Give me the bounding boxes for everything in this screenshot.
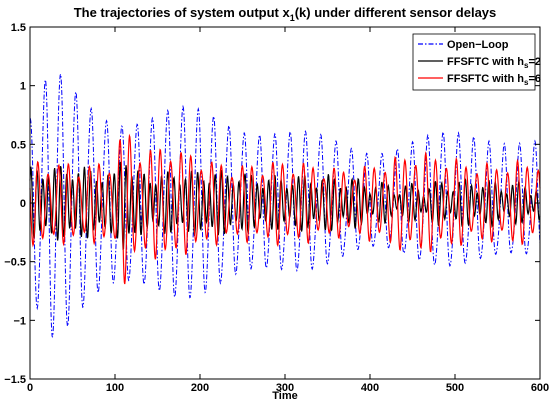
- legend-box: [412, 33, 536, 91]
- x-tick-label: 300: [276, 382, 294, 394]
- y-axis: −1.5 −1 −0.5 0 0.5 1 1.5: [4, 22, 540, 386]
- y-tick-label: 0: [20, 198, 26, 210]
- x-tick-label: 100: [106, 382, 124, 394]
- x-axis-title: Time: [272, 390, 297, 402]
- x-tick-label: 500: [446, 382, 464, 394]
- series-line-1: [29, 72, 541, 338]
- y-tick-label: 0.5: [11, 139, 26, 151]
- x-axis: 0 100 200 300 400 500 600: [27, 27, 549, 394]
- series-layer: [29, 72, 541, 338]
- x-tick-label: 200: [191, 382, 209, 394]
- y-tick-label: −1.5: [4, 374, 26, 386]
- series-line-3: [29, 133, 541, 285]
- y-tick-label: 1: [20, 81, 26, 93]
- y-tick-label: −1: [13, 315, 26, 327]
- y-tick-label: 1.5: [11, 22, 26, 34]
- x-tick-label: 0: [27, 382, 33, 394]
- x-tick-label: 400: [361, 382, 379, 394]
- legend: Open−Loop FFSFTC with hs=2 FFSFTC with hs=…: [412, 33, 541, 91]
- legend-label: FFSFTC with hs=2: [447, 56, 541, 70]
- x-tick-label: 600: [531, 382, 549, 394]
- legend-label: FFSFTC with hs=6: [447, 73, 541, 87]
- y-tick-label: −0.5: [4, 257, 26, 269]
- legend-label: Open−Loop: [447, 39, 509, 51]
- chart-title: The trajectories of system output x1(k) …: [74, 5, 497, 23]
